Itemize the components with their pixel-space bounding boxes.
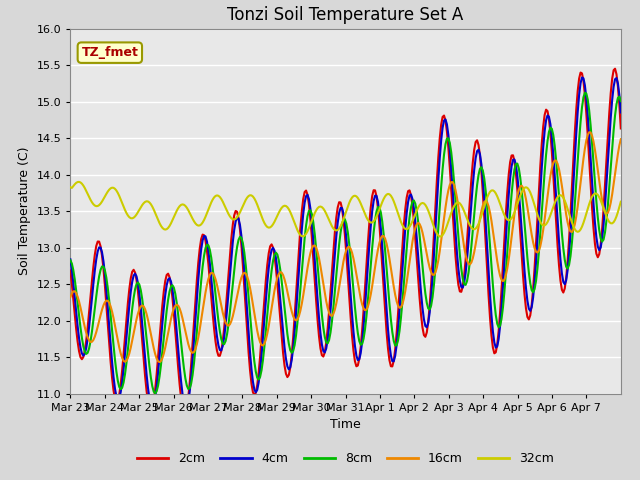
Line: 16cm: 16cm xyxy=(70,132,621,362)
4cm xyxy=(102,287,110,292)
32cm xyxy=(543,219,551,225)
16cm xyxy=(617,136,625,142)
8cm xyxy=(102,275,110,280)
32cm xyxy=(436,234,444,240)
4cm xyxy=(617,109,625,115)
2cm xyxy=(542,107,550,112)
32cm xyxy=(351,193,359,199)
Line: 2cm: 2cm xyxy=(70,69,621,413)
Line: 32cm: 32cm xyxy=(70,182,621,237)
32cm xyxy=(617,199,625,204)
16cm xyxy=(542,205,550,211)
2cm xyxy=(611,66,619,72)
2cm xyxy=(351,359,359,364)
4cm xyxy=(351,343,359,349)
4cm xyxy=(85,324,93,330)
16cm xyxy=(85,337,93,343)
8cm xyxy=(85,346,93,351)
Line: 4cm: 4cm xyxy=(70,77,621,407)
4cm xyxy=(460,280,468,286)
8cm xyxy=(542,152,550,157)
4cm xyxy=(578,74,586,80)
32cm xyxy=(104,189,111,194)
32cm xyxy=(75,179,83,185)
4cm xyxy=(542,118,550,123)
2cm xyxy=(67,267,74,273)
32cm xyxy=(67,184,74,190)
16cm xyxy=(102,298,110,303)
2cm xyxy=(617,126,625,132)
16cm xyxy=(616,143,623,148)
Text: TZ_fmet: TZ_fmet xyxy=(81,46,138,59)
4cm xyxy=(67,256,74,262)
Title: Tonzi Soil Temperature Set A: Tonzi Soil Temperature Set A xyxy=(227,6,464,24)
2cm xyxy=(182,410,189,416)
8cm xyxy=(617,98,625,104)
16cm xyxy=(351,263,359,269)
32cm xyxy=(616,204,623,210)
Legend: 2cm, 4cm, 8cm, 16cm, 32cm: 2cm, 4cm, 8cm, 16cm, 32cm xyxy=(132,447,559,470)
16cm xyxy=(156,359,163,365)
16cm xyxy=(67,294,74,300)
2cm xyxy=(616,102,623,108)
16cm xyxy=(460,244,468,250)
Line: 8cm: 8cm xyxy=(70,93,621,393)
8cm xyxy=(616,94,623,99)
2cm xyxy=(85,310,93,316)
X-axis label: Time: Time xyxy=(330,418,361,431)
4cm xyxy=(616,92,623,98)
32cm xyxy=(461,212,469,218)
2cm xyxy=(460,273,468,278)
8cm xyxy=(460,281,468,287)
2cm xyxy=(102,301,110,307)
8cm xyxy=(151,390,159,396)
16cm xyxy=(586,129,593,135)
Y-axis label: Soil Temperature (C): Soil Temperature (C) xyxy=(18,147,31,276)
8cm xyxy=(351,304,359,310)
32cm xyxy=(86,197,94,203)
8cm xyxy=(581,90,589,96)
8cm xyxy=(67,257,74,263)
4cm xyxy=(182,404,189,410)
